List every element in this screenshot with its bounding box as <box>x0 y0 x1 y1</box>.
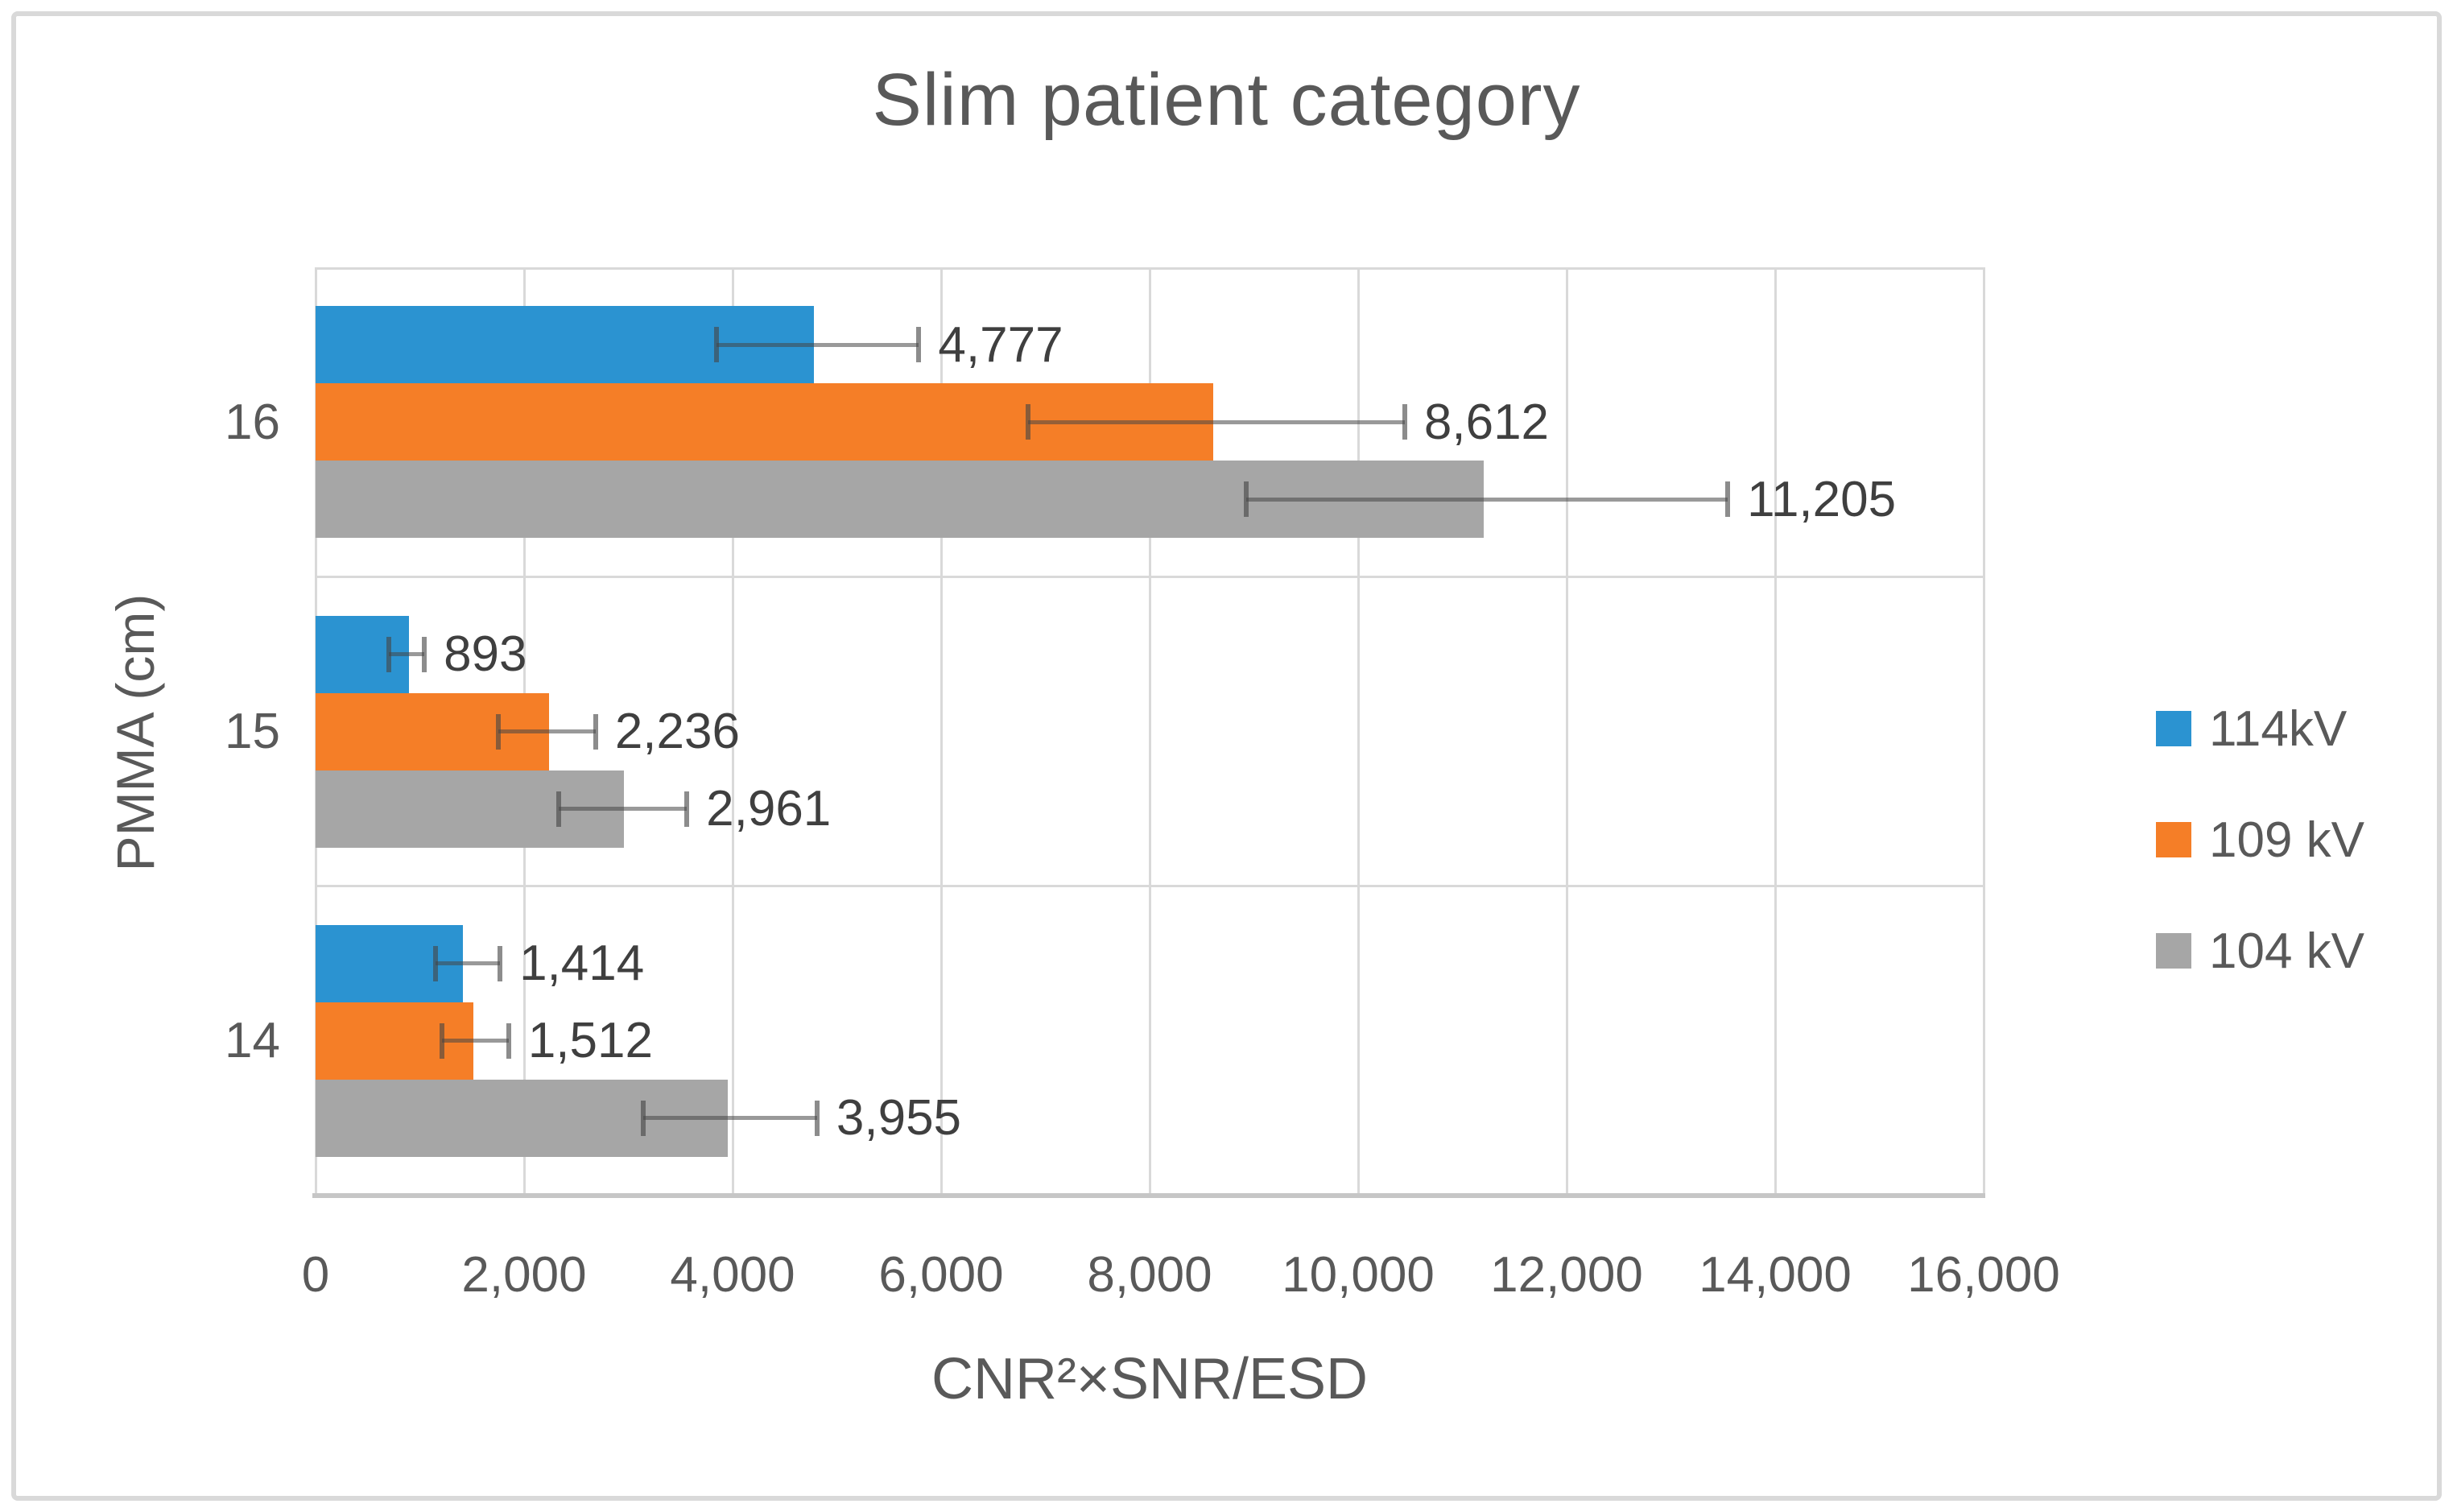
legend-swatch <box>2156 711 2191 746</box>
x-tick-label: 12,000 <box>1490 1247 1643 1303</box>
category-label: 14 <box>225 1013 280 1069</box>
x-tick-label: 6,000 <box>878 1247 1004 1303</box>
data-label: 2,961 <box>706 781 832 837</box>
error-bar-cap-right <box>684 791 690 827</box>
x-axis-line <box>312 1193 1985 1198</box>
error-bar-cap-left <box>439 1022 444 1059</box>
gridline-horizontal <box>316 267 1984 270</box>
error-bar-cap-left <box>555 791 561 827</box>
error-bar-cap-right <box>1725 481 1731 518</box>
error-bar-cap-left <box>714 327 720 363</box>
error-bar-cap-right <box>593 713 598 750</box>
gridline-vertical <box>939 267 943 1196</box>
data-label: 4,777 <box>938 316 1063 373</box>
gridline-vertical <box>1148 267 1151 1196</box>
error-bar-cap-right <box>506 1022 511 1059</box>
gridline-vertical <box>1982 267 1985 1196</box>
legend-swatch <box>2156 822 2191 857</box>
error-bar-line <box>389 652 425 656</box>
data-label: 11,205 <box>1747 471 1897 527</box>
x-tick-label: 4,000 <box>670 1247 795 1303</box>
error-bar-line <box>441 1039 509 1043</box>
error-bar-cap-left <box>432 945 438 981</box>
y-axis-title: PMMA (cm) <box>105 593 165 872</box>
x-tick-label: 0 <box>301 1247 330 1303</box>
legend-label: 114kV <box>2209 700 2348 757</box>
error-bar-cap-right <box>422 636 427 672</box>
error-bar-line <box>498 729 596 733</box>
error-bar-line <box>435 961 501 966</box>
error-bar-line <box>716 342 919 347</box>
plot-area: 4,777 8,612 11,205 893 2,236 2,961 1,414 1,512 3… <box>312 267 1985 1198</box>
x-tick-label: 2,000 <box>461 1247 587 1303</box>
error-bar-cap-right <box>916 327 922 363</box>
data-label: 893 <box>444 626 527 682</box>
data-label: 1,512 <box>527 1013 653 1069</box>
error-bar-cap-left <box>641 1100 646 1136</box>
gridline-vertical <box>1565 267 1568 1196</box>
x-tick-label: 16,000 <box>1907 1247 2060 1303</box>
legend-item-109kV: 109 kV <box>2156 812 2364 868</box>
legend-swatch <box>2156 933 2191 969</box>
x-tick-label: 14,000 <box>1699 1247 1852 1303</box>
legend-label: 104 kV <box>2209 923 2365 979</box>
x-axis-title: CNR²×SNR/ESD <box>931 1347 1369 1411</box>
error-bar-line <box>643 1116 817 1121</box>
data-label: 2,236 <box>614 704 740 759</box>
gridline-horizontal <box>316 575 1984 578</box>
error-bar-cap-right <box>814 1100 820 1136</box>
x-tick-label: 10,000 <box>1282 1247 1435 1303</box>
legend-item-114kV: 114kV <box>2156 701 2347 757</box>
data-label: 8,612 <box>1423 394 1550 450</box>
error-bar-cap-right <box>1402 404 1407 440</box>
gridline-horizontal <box>316 885 1984 888</box>
error-bar-cap-left <box>1243 481 1249 518</box>
error-bar-cap-right <box>498 945 503 981</box>
gridline-vertical <box>1357 267 1360 1196</box>
gridline-vertical <box>1774 267 1777 1196</box>
error-bar-line <box>1027 419 1405 424</box>
legend-item-104kV: 104 kV <box>2156 923 2364 979</box>
error-bar-line <box>558 807 688 811</box>
gridline-vertical <box>731 267 734 1196</box>
chart-title: Slim patient category <box>872 59 1581 141</box>
category-label: 15 <box>225 703 280 759</box>
error-bar-cap-left <box>496 713 502 750</box>
error-bar-line <box>1245 497 1728 502</box>
x-tick-label: 8,000 <box>1087 1247 1212 1303</box>
error-bar-cap-left <box>1025 404 1030 440</box>
error-bar-cap-left <box>386 636 392 672</box>
legend-label: 109 kV <box>2209 812 2365 868</box>
data-label: 3,955 <box>836 1090 962 1146</box>
data-label: 1,414 <box>519 936 645 992</box>
category-label: 16 <box>225 394 280 450</box>
